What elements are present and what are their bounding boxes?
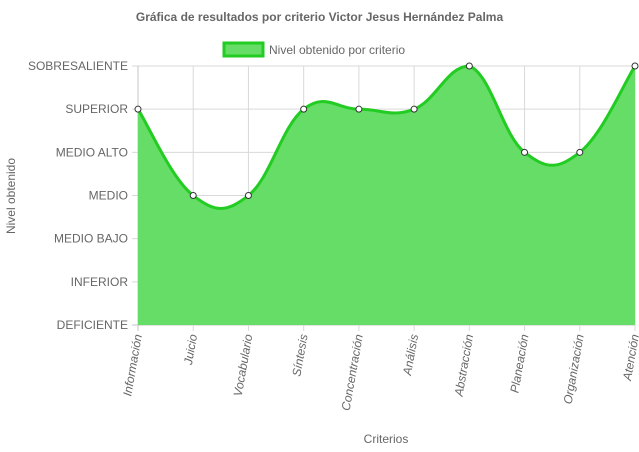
legend-swatch[interactable] bbox=[222, 41, 265, 58]
data-point bbox=[300, 105, 308, 113]
series-area-fill bbox=[138, 66, 635, 325]
x-tick-label: Vocabulario bbox=[231, 333, 256, 398]
series-line bbox=[136, 64, 637, 210]
legend: Nivel obtenido por criterio bbox=[222, 41, 405, 58]
x-tick-label: Juicio bbox=[181, 333, 200, 367]
x-tick-label: Planeación bbox=[507, 333, 531, 394]
x-tick-label: Atención bbox=[620, 333, 639, 383]
legend-label: Nivel obtenido por criterio bbox=[269, 43, 405, 57]
x-tick-label: Síntesis bbox=[289, 333, 310, 377]
x-tick-label: Abstracción bbox=[451, 333, 476, 398]
x-tick-label: Concentración bbox=[339, 333, 366, 412]
y-tick-label: SOBRESALIENTE bbox=[28, 59, 128, 73]
series-area bbox=[136, 64, 637, 325]
data-point bbox=[134, 105, 142, 113]
x-tick-label: Información bbox=[120, 333, 145, 397]
x-axis-ticks: Información Juicio Vocabulario Síntesis Conc… bbox=[120, 333, 639, 412]
data-point bbox=[189, 192, 197, 199]
x-tick-label: Análisis bbox=[400, 333, 421, 377]
data-point bbox=[631, 62, 639, 70]
series-points bbox=[134, 62, 639, 199]
data-point bbox=[244, 192, 252, 199]
y-tick-label: MEDIO bbox=[89, 189, 128, 203]
data-point bbox=[521, 148, 529, 156]
data-point bbox=[576, 148, 584, 156]
y-axis-label: Nivel obtenido bbox=[4, 158, 18, 234]
x-tick-label: Organización bbox=[561, 333, 587, 405]
y-tick-label: DEFICIENTE bbox=[57, 318, 128, 332]
data-point bbox=[355, 105, 363, 113]
y-tick-label: MEDIO BAJO bbox=[54, 232, 128, 246]
y-tick-label: MEDIO ALTO bbox=[56, 145, 128, 159]
x-axis-label: Criterios bbox=[364, 432, 409, 446]
y-tick-label: SUPERIOR bbox=[65, 102, 128, 116]
data-point bbox=[465, 62, 473, 70]
chart-title: Gráfica de resultados por criterio Victo… bbox=[136, 10, 504, 24]
y-tick-label: INFERIOR bbox=[71, 275, 129, 289]
data-point bbox=[410, 105, 418, 113]
y-axis-ticks: DEFICIENTE INFERIOR MEDIO BAJO MEDIO MEDIO A… bbox=[28, 59, 128, 332]
